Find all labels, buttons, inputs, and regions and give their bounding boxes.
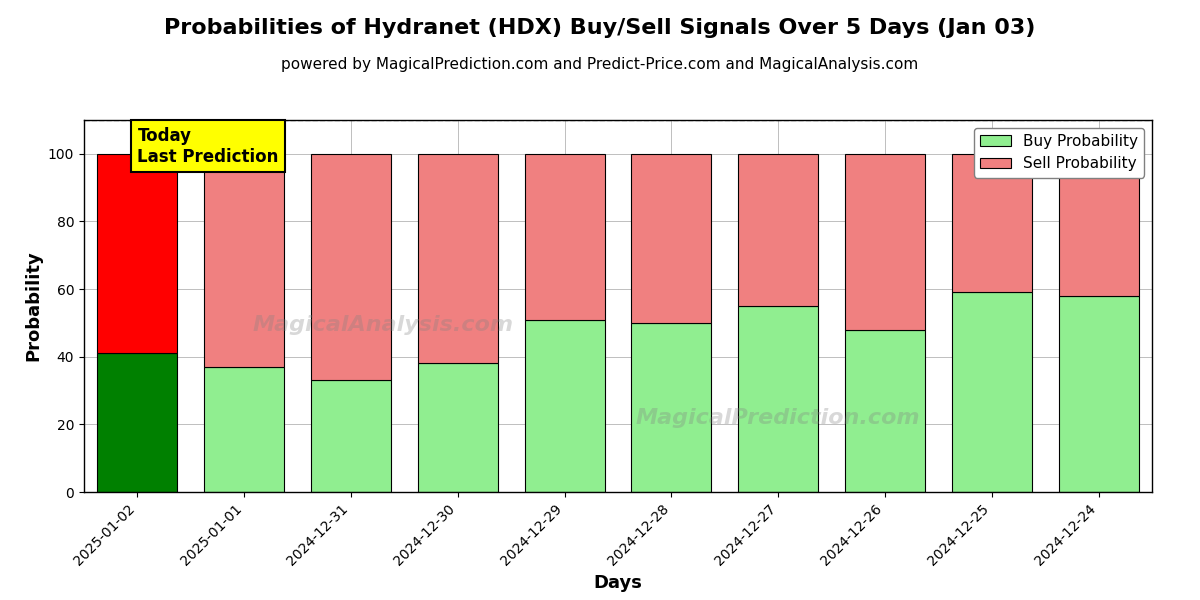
Text: Today
Last Prediction: Today Last Prediction	[138, 127, 278, 166]
Bar	[97, 154, 178, 353]
Text: powered by MagicalPrediction.com and Predict-Price.com and MagicalAnalysis.com: powered by MagicalPrediction.com and Pre…	[281, 57, 919, 72]
Bar	[524, 154, 605, 320]
Bar	[311, 380, 391, 492]
Bar	[738, 154, 818, 306]
Bar	[631, 323, 712, 492]
Text: MagicalAnalysis.com: MagicalAnalysis.com	[252, 314, 514, 335]
Bar	[631, 154, 712, 323]
Bar	[524, 320, 605, 492]
Bar	[952, 154, 1032, 292]
Bar	[845, 329, 925, 492]
Bar	[1058, 296, 1139, 492]
Bar	[845, 154, 925, 329]
Legend: Buy Probability, Sell Probability: Buy Probability, Sell Probability	[974, 128, 1145, 178]
Bar	[311, 154, 391, 380]
Bar	[738, 306, 818, 492]
Bar	[1058, 154, 1139, 296]
Text: MagicalPrediction.com: MagicalPrediction.com	[636, 407, 920, 428]
X-axis label: Days: Days	[594, 574, 642, 592]
Bar	[204, 367, 284, 492]
Bar	[97, 353, 178, 492]
Bar	[418, 154, 498, 364]
Text: Probabilities of Hydranet (HDX) Buy/Sell Signals Over 5 Days (Jan 03): Probabilities of Hydranet (HDX) Buy/Sell…	[164, 18, 1036, 38]
Bar	[952, 292, 1032, 492]
Bar	[418, 364, 498, 492]
Y-axis label: Probability: Probability	[24, 251, 42, 361]
Bar	[204, 154, 284, 367]
